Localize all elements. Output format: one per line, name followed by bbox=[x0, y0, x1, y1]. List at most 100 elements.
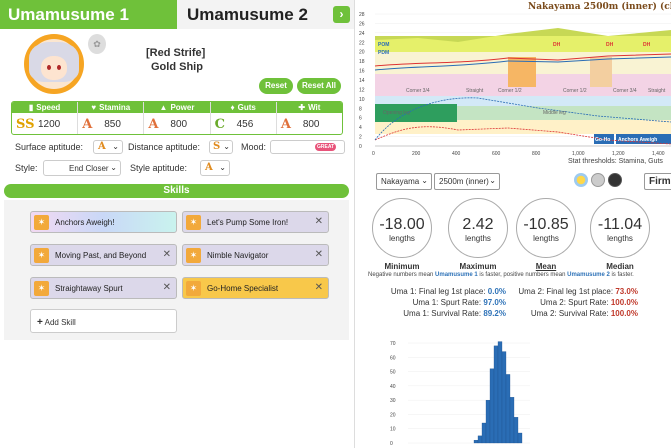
uma1-speed-line bbox=[374, 53, 671, 67]
badge-icon: ✿ bbox=[88, 34, 106, 54]
skill-icon: ✶ bbox=[186, 214, 201, 230]
stat-grade: A bbox=[82, 116, 93, 132]
reset-all-button[interactable]: Reset All bbox=[297, 78, 341, 94]
stat-body[interactable]: SS 1200 bbox=[12, 113, 77, 134]
skill-chip[interactable]: ✶ Go-Home Specialist ✕ bbox=[182, 277, 329, 299]
rate-label: Uma 1: Final leg 1st place: bbox=[390, 287, 488, 296]
result-value: -10.85 bbox=[523, 216, 569, 233]
remove-skill-icon[interactable]: ✕ bbox=[162, 249, 171, 260]
y-tick-label: 20 bbox=[359, 50, 365, 56]
mood-label: Mood: bbox=[241, 142, 267, 152]
tab-umamusume-1[interactable]: Umamusume 1 bbox=[0, 0, 177, 29]
style-select[interactable]: End Closer ⌄ bbox=[43, 160, 121, 176]
stat-value: 850 bbox=[104, 118, 121, 130]
x-tick-label: 600 bbox=[492, 151, 501, 157]
stat-grade: A bbox=[280, 116, 291, 132]
x-tick-label: 0 bbox=[372, 151, 375, 157]
chevron-down-icon: ⌄ bbox=[219, 163, 226, 172]
distance-aptitude-label: Distance aptitude: bbox=[128, 142, 201, 152]
skill-chip[interactable]: ✶ Anchors Aweigh! bbox=[30, 211, 177, 233]
surface-aptitude-select[interactable]: A ⌄ bbox=[93, 140, 123, 154]
y-tick-label: 6 bbox=[359, 116, 362, 122]
style-aptitude-select[interactable]: A ⌄ bbox=[200, 160, 230, 176]
sunny-weather-icon[interactable] bbox=[574, 173, 588, 187]
segment-label: Opening leg bbox=[383, 110, 410, 116]
night-weather-icon[interactable] bbox=[608, 173, 622, 187]
stat-header: ♥ Stamina bbox=[78, 102, 144, 113]
mood-select[interactable]: GREAT bbox=[270, 140, 345, 154]
skill-chip[interactable]: ✶ Moving Past, and Beyond ✕ bbox=[30, 244, 177, 266]
tab-umamusume-2[interactable]: Umamusume 2 › bbox=[177, 0, 354, 29]
hist-y-tick: 0 bbox=[390, 441, 393, 447]
result-maximum-circle: 2.42 lengths bbox=[448, 198, 508, 258]
skill-chip[interactable]: ✶ Nimble Navigator ✕ bbox=[182, 244, 329, 266]
skill-name: Nimble Navigator bbox=[207, 250, 269, 260]
swap-arrow-button[interactable]: › bbox=[333, 6, 350, 23]
histogram-bar bbox=[509, 397, 515, 444]
histogram-bar bbox=[497, 341, 503, 444]
stat-body[interactable]: C 456 bbox=[211, 113, 276, 134]
skill-activation-band bbox=[508, 57, 536, 87]
y-tick-label: 4 bbox=[359, 125, 362, 131]
add-skill-button[interactable]: + Add Skill bbox=[30, 309, 177, 333]
ground-select[interactable]: Firm bbox=[644, 173, 671, 190]
chevron-down-icon: ⌄ bbox=[223, 142, 230, 151]
result-label: Maximum bbox=[459, 262, 497, 271]
rate-value: 73.0% bbox=[615, 287, 638, 296]
skill-name: Anchors Aweigh! bbox=[55, 217, 115, 227]
x-tick-label: 1,400 bbox=[652, 151, 665, 157]
cloudy-weather-icon[interactable] bbox=[591, 173, 605, 187]
remove-skill-icon[interactable]: ✕ bbox=[314, 216, 323, 227]
character-avatar[interactable] bbox=[24, 34, 84, 94]
surface-aptitude-value: A bbox=[98, 141, 106, 152]
rate-row: Uma 2: Spurt Rate: 100.0% bbox=[540, 298, 638, 307]
surface-aptitude-label: Surface aptitude: bbox=[15, 142, 84, 152]
remove-skill-icon[interactable]: ✕ bbox=[162, 282, 171, 293]
histogram: 70 60 50 40 30 20 10 0 bbox=[390, 341, 530, 447]
avatar-face bbox=[41, 56, 67, 80]
distance-value: 2500m (inner) bbox=[439, 177, 489, 186]
track-select[interactable]: Nakayama ⌄ bbox=[376, 173, 432, 190]
rate-row: Uma 1: Survival Rate: 89.2% bbox=[403, 309, 506, 318]
rate-row: Uma 1: Spurt Rate: 97.0% bbox=[413, 298, 506, 307]
y-tick-label: 2 bbox=[359, 135, 362, 141]
segment-label: Corner 1/2 bbox=[498, 88, 522, 94]
distance-select[interactable]: 2500m (inner) ⌄ bbox=[434, 173, 500, 190]
skill-chip[interactable]: ✶ Straightaway Spurt ✕ bbox=[30, 277, 177, 299]
stat-header: ▲ Power bbox=[144, 102, 210, 113]
skill-name: Let's Pump Some Iron! bbox=[207, 217, 289, 227]
rate-label: Uma 2: Spurt Rate: bbox=[540, 298, 611, 307]
segment-label: Straight bbox=[466, 88, 484, 94]
avatar-eye-left bbox=[47, 65, 51, 70]
segment-label: Corner 3/4 bbox=[613, 88, 637, 94]
stat-header: ♦ Guts bbox=[210, 102, 276, 113]
result-unit: lengths bbox=[533, 234, 559, 243]
stat-label: Speed bbox=[36, 103, 61, 112]
remove-skill-icon[interactable]: ✕ bbox=[314, 249, 323, 260]
stat-body[interactable]: A 800 bbox=[277, 113, 342, 134]
stat-speed: ▮ Speed SS 1200 bbox=[12, 102, 79, 134]
stat-body[interactable]: A 850 bbox=[78, 113, 143, 134]
hist-y-tick: 40 bbox=[390, 384, 396, 390]
rate-row: Uma 2: Survival Rate: 100.0% bbox=[531, 309, 638, 318]
skill-name: Moving Past, and Beyond bbox=[55, 250, 147, 260]
distance-aptitude-select[interactable]: S ⌄ bbox=[209, 140, 233, 154]
skills-header: Skills bbox=[4, 184, 349, 198]
reset-button[interactable]: Reset bbox=[259, 78, 293, 94]
hist-y-tick: 10 bbox=[390, 427, 396, 433]
stat-grade: A bbox=[148, 116, 159, 132]
stat-body[interactable]: A 800 bbox=[144, 113, 209, 134]
chart-title: Nakayama 2500m (inner) (clo bbox=[528, 2, 671, 12]
chart-tag: POM bbox=[378, 42, 389, 48]
style-aptitude-value: A bbox=[205, 162, 213, 173]
remove-skill-icon[interactable]: ✕ bbox=[314, 282, 323, 293]
uma1-hp-line bbox=[374, 126, 671, 145]
stat-guts: ♦ Guts C 456 bbox=[210, 102, 277, 134]
skill-chip[interactable]: ✶ Let's Pump Some Iron! ✕ bbox=[182, 211, 329, 233]
skill-icon: ✶ bbox=[34, 214, 49, 230]
result-value: -18.00 bbox=[379, 216, 425, 233]
segment-label: Middle leg bbox=[543, 110, 566, 116]
histogram-bar bbox=[481, 422, 487, 444]
skill-icon: ✶ bbox=[186, 280, 201, 296]
